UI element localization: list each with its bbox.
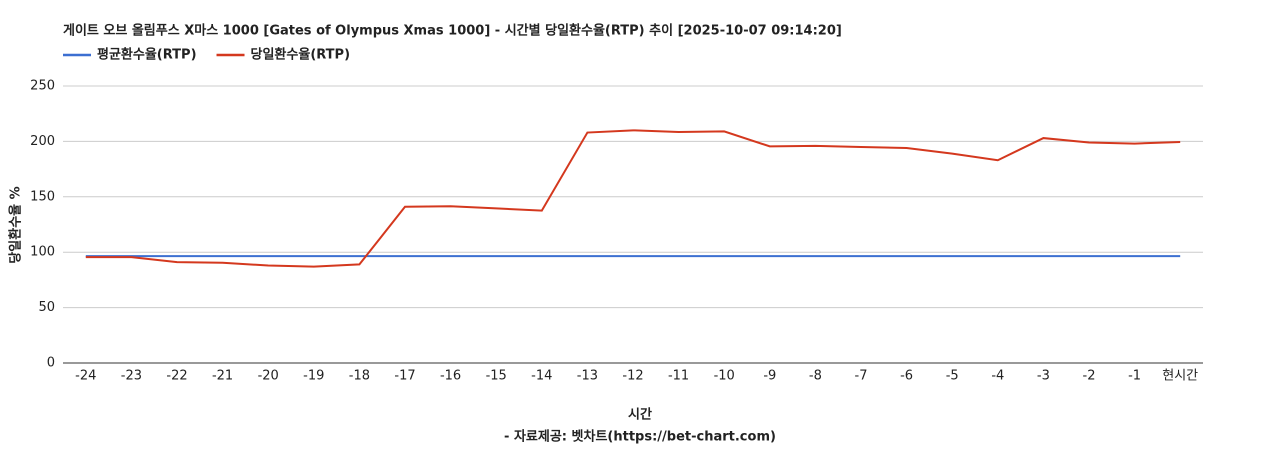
x-tick-label: -17	[394, 369, 415, 384]
x-tick-label: -15	[486, 369, 507, 384]
x-tick-label: -10	[714, 369, 735, 384]
x-tick-label: -1	[1128, 369, 1141, 384]
x-tick-label: -11	[668, 369, 689, 384]
y-tick-label: 200	[30, 134, 55, 149]
x-tick-label: -14	[531, 369, 552, 384]
y-tick-label: 50	[38, 300, 55, 315]
x-tick-label: -8	[809, 369, 822, 384]
x-tick-label: -19	[303, 369, 324, 384]
x-tick-label: -12	[622, 369, 643, 384]
x-tick-label: 현시간	[1162, 369, 1198, 384]
x-tick-label: -24	[75, 369, 96, 384]
y-axis-label: 당일환수율 %	[8, 186, 24, 263]
x-tick-label: -9	[763, 369, 776, 384]
x-tick-label: -3	[1037, 369, 1050, 384]
y-tick-label: 0	[47, 356, 55, 371]
y-tick-label: 100	[30, 245, 55, 260]
x-tick-label: -21	[212, 369, 233, 384]
x-tick-label: -16	[440, 369, 461, 384]
x-tick-label: -23	[121, 369, 142, 384]
x-tick-label: -4	[991, 369, 1004, 384]
x-tick-label: -6	[900, 369, 913, 384]
x-tick-label: -2	[1083, 369, 1096, 384]
y-tick-label: 250	[30, 79, 55, 94]
y-tick-label: 150	[30, 189, 55, 204]
x-tick-label: -7	[855, 369, 868, 384]
chart-title: 게이트 오브 올림푸스 X마스 1000 [Gates of Olympus X…	[63, 23, 842, 39]
source-note: - 자료제공: 벳차트(https://bet-chart.com)	[504, 429, 776, 445]
x-tick-label: -13	[577, 369, 598, 384]
x-tick-label: -20	[258, 369, 279, 384]
legend-label: 평균환수율(RTP)	[97, 47, 197, 63]
x-tick-label: -22	[166, 369, 187, 384]
x-axis-label: 시간	[628, 407, 652, 423]
x-tick-label: -5	[946, 369, 959, 384]
legend-label: 당일환수율(RTP)	[251, 47, 351, 63]
x-tick-label: -18	[349, 369, 370, 384]
series-line	[85, 129, 1181, 268]
